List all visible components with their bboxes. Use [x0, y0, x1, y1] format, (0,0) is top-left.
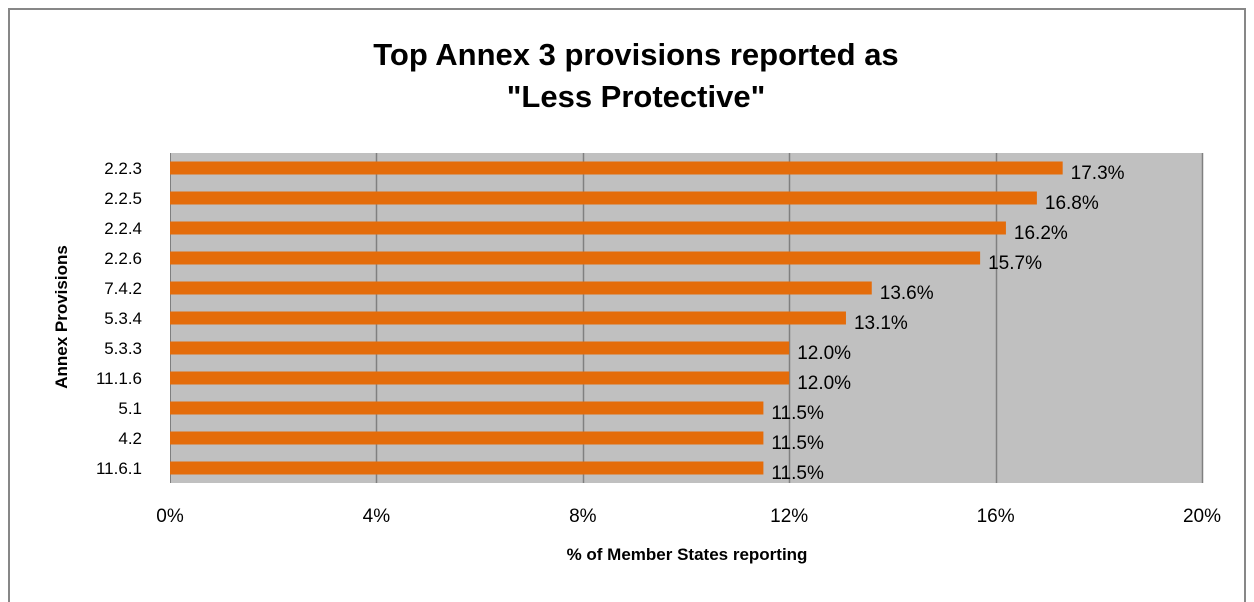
- y-tick-label-2: 2.2.4: [104, 219, 142, 238]
- y-tick-label-8: 5.1: [118, 399, 142, 418]
- y-tick-label-7: 11.1.6: [96, 369, 142, 388]
- bar-1: [170, 191, 1037, 205]
- bar-9: [170, 431, 764, 445]
- data-label-9: 11.5%: [771, 433, 824, 454]
- data-label-5: 13.1%: [854, 313, 908, 334]
- bar-4: [170, 281, 872, 295]
- bar-2: [170, 221, 1006, 235]
- bar-7: [170, 371, 790, 385]
- data-label-3: 15.7%: [988, 253, 1042, 274]
- y-tick-label-6: 5.3.3: [104, 339, 142, 358]
- bar-8: [170, 401, 764, 415]
- x-tick-label-5: 20%: [1183, 506, 1221, 527]
- data-label-0: 17.3%: [1071, 163, 1125, 184]
- y-tick-label-4: 7.4.2: [104, 279, 142, 298]
- data-label-7: 12.0%: [797, 373, 851, 394]
- y-tick-label-9: 4.2: [118, 429, 142, 448]
- data-label-8: 11.5%: [771, 403, 824, 424]
- data-label-6: 12.0%: [797, 343, 851, 364]
- data-label-2: 16.2%: [1014, 223, 1068, 244]
- plot-area: 2.2.3 17.3% 2.2.5 16.8% 2.2.4 16.2% 2.2.6 15.7%…: [96, 153, 1221, 527]
- y-axis-label: Annex Provisions: [52, 245, 71, 389]
- chart-title-line-2: "Less Protective": [507, 79, 766, 114]
- bar-5: [170, 311, 846, 325]
- bar-10: [170, 461, 764, 475]
- y-tick-label-1: 2.2.5: [104, 189, 142, 208]
- bar-3: [170, 251, 981, 265]
- data-label-10: 11.5%: [771, 463, 824, 484]
- x-tick-label-1: 4%: [363, 506, 391, 527]
- x-tick-label-0: 0%: [156, 506, 184, 527]
- x-tick-label-4: 16%: [977, 506, 1015, 527]
- chart-title-line-1: Top Annex 3 provisions reported as: [373, 37, 898, 72]
- bar-6: [170, 341, 790, 355]
- y-tick-label-5: 5.3.4: [104, 309, 142, 328]
- bar-0: [170, 161, 1063, 175]
- y-tick-label-10: 11.6.1: [96, 459, 142, 478]
- y-tick-label-3: 2.2.6: [104, 249, 142, 268]
- data-label-4: 13.6%: [880, 283, 934, 304]
- x-tick-label-2: 8%: [569, 506, 597, 527]
- y-tick-label-0: 2.2.3: [104, 159, 142, 178]
- x-axis-label: % of Member States reporting: [567, 545, 808, 564]
- x-tick-label-3: 12%: [770, 506, 808, 527]
- data-label-1: 16.8%: [1045, 193, 1099, 214]
